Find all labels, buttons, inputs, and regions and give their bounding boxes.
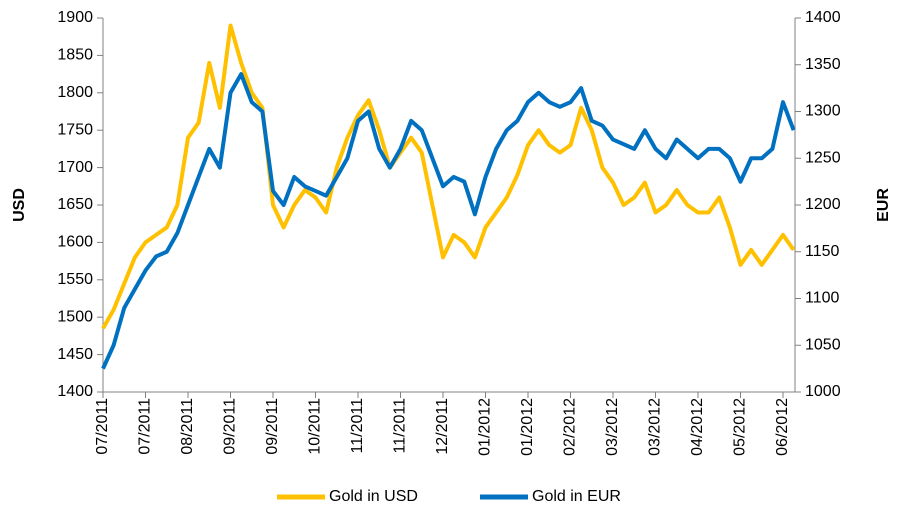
y2-tick-label: 1050 [805,336,841,353]
x-tick-label: 02/2012 [562,398,579,456]
y2-axis-title: EUR [875,188,892,222]
x-tick-label: 01/2012 [477,398,494,456]
x-tick-label: 09/2011 [222,398,239,455]
x-tick-label: 01/2012 [519,398,536,456]
y-axis-title: USD [11,188,28,222]
y2-tick-label: 1400 [805,9,841,26]
y-tick-label: 1750 [57,121,93,138]
y2-tick-label: 1200 [805,196,841,213]
y-tick-label: 1700 [57,159,93,176]
series-line [101,72,796,370]
x-tick-label: 03/2012 [604,398,621,456]
x-tick-label: 08/2011 [179,398,196,455]
legend-label: Gold in EUR [532,488,621,505]
x-tick-label: 04/2012 [689,398,706,456]
x-tick-label: 07/2011 [94,398,111,455]
y2-tick-label: 1300 [805,103,841,120]
y-tick-label: 1900 [57,9,93,26]
x-tick-label: 11/2011 [349,398,366,454]
x-tick-label: 05/2012 [732,398,749,456]
y2-tick-label: 1250 [805,149,841,166]
y2-tick-label: 1100 [805,290,840,307]
y-tick-label: 1850 [57,47,93,64]
y-tick-label: 1500 [57,308,93,325]
y-tick-label: 1650 [57,196,93,213]
x-tick-label: 09/2011 [264,398,281,455]
y2-tick-label: 1350 [805,56,841,73]
y2-tick-label: 1000 [805,383,841,400]
y-tick-label: 1600 [57,234,93,251]
x-tick-label: 03/2012 [647,398,664,456]
x-tick-label: 12/2011 [434,398,451,455]
y-tick-label: 1450 [57,346,93,363]
series-line [101,23,796,330]
y2-tick-label: 1150 [805,243,840,260]
x-tick-label: 07/2011 [137,398,154,455]
y-tick-label: 1400 [57,383,93,400]
x-tick-label: 06/2012 [774,398,791,456]
x-tick-label: 11/2011 [392,398,409,454]
legend-label: Gold in USD [329,488,418,505]
x-tick-label: 10/2011 [307,398,324,455]
y-tick-label: 1550 [57,271,93,288]
y-tick-label: 1800 [57,84,93,101]
